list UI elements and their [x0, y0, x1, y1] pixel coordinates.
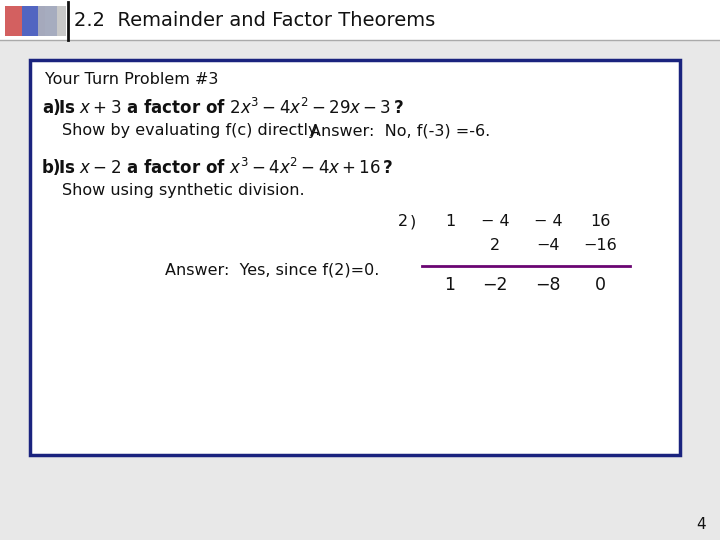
Text: Is $x-2$ a factor of $x^3-4x^2-4x+16\,$?: Is $x-2$ a factor of $x^3-4x^2-4x+16\,$? — [58, 158, 393, 178]
Text: Your Turn Problem #3: Your Turn Problem #3 — [45, 72, 218, 87]
Text: ): ) — [410, 214, 416, 230]
FancyBboxPatch shape — [30, 60, 680, 455]
FancyBboxPatch shape — [5, 6, 45, 36]
FancyBboxPatch shape — [22, 6, 57, 36]
Text: 2: 2 — [490, 239, 500, 253]
Text: 0: 0 — [595, 276, 606, 294]
Text: − 4: − 4 — [481, 214, 509, 230]
Text: 1: 1 — [445, 214, 455, 230]
Text: a): a) — [42, 99, 60, 117]
Text: Answer:  Yes, since f(2)=0.: Answer: Yes, since f(2)=0. — [165, 262, 379, 278]
Text: 1: 1 — [444, 276, 456, 294]
Bar — [0, 0, 720, 40]
Text: Answer:  No, f(-3) =-6.: Answer: No, f(-3) =-6. — [310, 124, 490, 138]
Text: b): b) — [42, 159, 61, 177]
Text: − 4: − 4 — [534, 214, 562, 230]
FancyBboxPatch shape — [38, 6, 66, 36]
Text: Show by evaluating f(c) directly.: Show by evaluating f(c) directly. — [62, 124, 320, 138]
Text: −4: −4 — [536, 239, 559, 253]
Text: −2: −2 — [482, 276, 508, 294]
Text: −16: −16 — [583, 239, 617, 253]
Text: 16: 16 — [590, 214, 610, 230]
Text: Is $x+3$ a factor of $2x^3-4x^2-29x-3\,$?: Is $x+3$ a factor of $2x^3-4x^2-29x-3\,$… — [58, 98, 404, 118]
Text: 2: 2 — [398, 214, 408, 230]
Text: Show using synthetic division.: Show using synthetic division. — [62, 183, 305, 198]
Text: −8: −8 — [535, 276, 561, 294]
Text: 2.2  Remainder and Factor Theorems: 2.2 Remainder and Factor Theorems — [74, 11, 436, 30]
Text: 4: 4 — [696, 517, 706, 532]
